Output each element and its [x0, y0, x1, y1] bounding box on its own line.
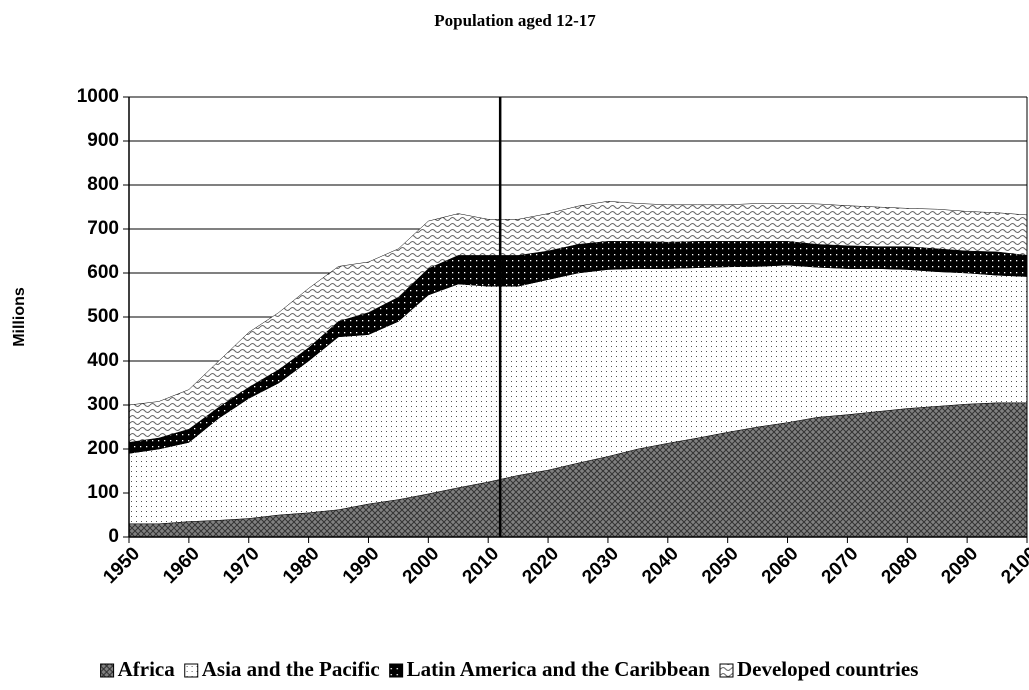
y-tick-label: 1000 — [77, 86, 119, 107]
chart-title: Population aged 12-17 — [434, 11, 596, 30]
x-tick-label: 2040 — [638, 543, 683, 588]
legend-swatch — [389, 663, 404, 678]
x-tick-label: 2000 — [399, 543, 444, 588]
legend-label: Asia and the Pacific — [202, 657, 380, 681]
legend-swatch — [100, 663, 115, 678]
legend-label: Developed countries — [737, 657, 918, 681]
x-tick-label: 1970 — [219, 543, 264, 588]
y-axis-label: Millions — [11, 287, 28, 347]
x-tick-label: 2070 — [818, 543, 863, 588]
y-tick-label: 800 — [87, 174, 119, 195]
x-tick-label: 2100 — [997, 543, 1029, 588]
x-tick-label: 1990 — [339, 543, 384, 588]
y-tick-label: 700 — [87, 218, 119, 239]
x-tick-label: 1950 — [99, 543, 144, 588]
x-tick-label: 2050 — [698, 543, 743, 588]
x-tick-label: 2020 — [518, 543, 563, 588]
x-tick-label: 2080 — [878, 543, 923, 588]
y-tick-label: 900 — [87, 130, 119, 151]
legend-label: Africa — [118, 657, 176, 681]
y-tick-label: 300 — [87, 394, 119, 415]
x-tick-label: 2030 — [578, 543, 623, 588]
x-tick-label: 2090 — [937, 543, 982, 588]
x-tick-label: 1980 — [279, 543, 324, 588]
x-tick-label: 2060 — [758, 543, 803, 588]
y-tick-label: 500 — [87, 306, 119, 327]
y-tick-label: 400 — [87, 350, 119, 371]
y-tick-label: 200 — [87, 438, 119, 459]
legend-swatch — [184, 663, 199, 678]
legend-swatch — [719, 663, 734, 678]
x-tick-label: 2010 — [459, 543, 504, 588]
y-tick-label: 600 — [87, 262, 119, 283]
x-tick-label: 1960 — [159, 543, 204, 588]
legend-label: Latin America and the Caribbean — [407, 657, 711, 681]
y-tick-label: 0 — [108, 526, 119, 547]
y-tick-label: 100 — [87, 482, 119, 503]
legend: Africa Asia and the Pacific Latin America … — [100, 657, 918, 681]
